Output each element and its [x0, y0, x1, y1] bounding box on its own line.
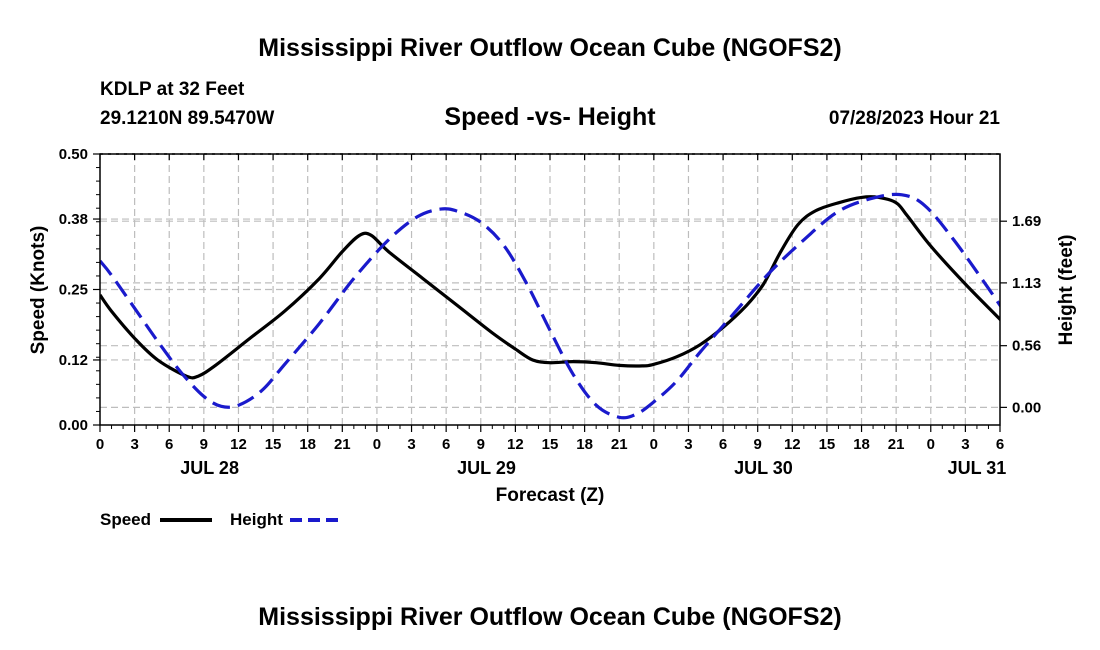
x-tick-label: 3 — [684, 436, 692, 453]
speed-series-line — [100, 195, 1000, 380]
date-label: JUL 29 — [457, 458, 516, 478]
x-tick-label: 21 — [334, 436, 351, 453]
y-tick-label: 0.38 — [59, 211, 88, 228]
y-tick-label: 0.25 — [59, 282, 88, 299]
axis-ticks: 0 3 6 9 12 15 18 21 0 3 6 9 12 15 18 21 0 3 6 9 12 15 18 21 0 3 6J… — [59, 146, 1041, 478]
date-label: JUL 30 — [734, 458, 793, 478]
y2-tick-label: 0.00 — [1012, 399, 1041, 416]
y2-tick-label: 1.69 — [1012, 213, 1041, 230]
x-tick-label: 3 — [407, 436, 415, 453]
x-tick-label: 0 — [927, 436, 935, 453]
forecast-datetime: 07/28/2023 Hour 21 — [829, 108, 1001, 129]
y2-tick-label: 1.13 — [1012, 275, 1041, 292]
x-tick-label: 12 — [230, 436, 247, 453]
x-tick-label: 15 — [265, 436, 282, 453]
chart-title: Speed -vs- Height — [444, 103, 656, 131]
x-tick-label: 3 — [961, 436, 969, 453]
x-tick-label: 18 — [853, 436, 870, 453]
x-tick-label: 9 — [754, 436, 762, 453]
y2-tick-label: 0.56 — [1012, 338, 1041, 355]
y-tick-label: 0.00 — [59, 417, 88, 434]
x-tick-label: 21 — [888, 436, 905, 453]
x-tick-label: 0 — [96, 436, 104, 453]
x-tick-label: 18 — [576, 436, 593, 453]
date-label: JUL 28 — [180, 458, 239, 478]
height-series-line — [100, 192, 1000, 420]
legend-height-label: Height — [230, 510, 283, 529]
footer-title: Mississippi River Outflow Ocean Cube (NG… — [258, 603, 841, 631]
y2-axis-label: Height (feet) — [1056, 235, 1077, 346]
x-tick-label: 15 — [819, 436, 836, 453]
date-label: JUL 31 — [948, 458, 1007, 478]
y-axis-label: Speed (Knots) — [28, 226, 49, 355]
x-tick-label: 12 — [784, 436, 801, 453]
coordinates-label: 29.1210N 89.5470W — [100, 108, 274, 129]
y-tick-label: 0.50 — [59, 146, 88, 163]
x-tick-label: 9 — [200, 436, 208, 453]
legend: Speed Height — [100, 510, 342, 529]
x-tick-label: 3 — [130, 436, 138, 453]
x-tick-label: 0 — [650, 436, 658, 453]
x-tick-label: 15 — [542, 436, 559, 453]
x-tick-label: 6 — [442, 436, 450, 453]
x-tick-label: 6 — [996, 436, 1004, 453]
x-tick-label: 12 — [507, 436, 524, 453]
series-lines — [100, 192, 1000, 420]
x-tick-label: 21 — [611, 436, 628, 453]
x-tick-label: 6 — [719, 436, 727, 453]
x-axis-label: Forecast (Z) — [496, 485, 605, 506]
legend-speed-label: Speed — [100, 510, 151, 529]
x-tick-label: 9 — [477, 436, 485, 453]
x-tick-label: 0 — [373, 436, 381, 453]
y-tick-label: 0.12 — [59, 352, 88, 369]
grid-lines — [100, 154, 1000, 425]
station-label: KDLP at 32 Feet — [100, 79, 245, 100]
x-tick-label: 6 — [165, 436, 173, 453]
x-tick-label: 18 — [299, 436, 316, 453]
main-title: Mississippi River Outflow Ocean Cube (NG… — [258, 34, 841, 62]
